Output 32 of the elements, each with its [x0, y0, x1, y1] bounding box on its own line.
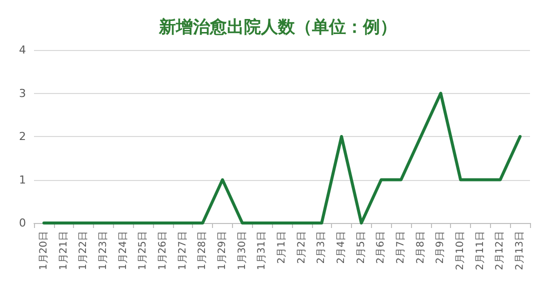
y-tick-label: 0 — [19, 216, 26, 230]
x-tick-label: 1月27日 — [177, 231, 188, 270]
x-tick-label: 1月31日 — [256, 231, 268, 270]
x-tick-label: 2月9日 — [435, 231, 446, 264]
x-tick-label: 2月1日 — [276, 231, 288, 264]
x-tick-label: 1月22日 — [78, 231, 90, 270]
x-tick-label: 1月25日 — [138, 231, 149, 270]
x-tick-label: 2月8日 — [415, 231, 426, 264]
x-tick-label: 2月3日 — [316, 231, 328, 264]
x-tick-label: 1月29日 — [216, 231, 228, 270]
y-tick-label: 4 — [19, 44, 26, 56]
x-tick-label: 2月12日 — [494, 231, 506, 270]
chart-title: 新增治愈出院人数（单位：例） — [158, 18, 397, 38]
x-tick-label: 1月30日 — [236, 231, 248, 270]
x-tick-label: 2月11日 — [474, 231, 486, 270]
x-tick-label: 2月5日 — [356, 231, 367, 264]
x-tick-label: 1月23日 — [98, 231, 109, 270]
x-tick-label: 1月20日 — [38, 231, 50, 270]
x-tick-label: 1月24日 — [118, 231, 129, 270]
x-tick-label: 2月2日 — [296, 231, 308, 264]
y-tick-label: 2 — [19, 130, 26, 143]
x-tick-label: 1月26日 — [157, 231, 168, 270]
x-tick-label: 1月28日 — [197, 231, 208, 270]
x-tick-label: 2月4日 — [336, 231, 348, 264]
x-tick-label: 2月7日 — [396, 231, 407, 264]
y-tick-label: 1 — [19, 173, 26, 186]
y-tick-label: 3 — [19, 86, 26, 100]
x-tick-label: 2月13日 — [514, 231, 526, 270]
x-tick-label: 2月6日 — [376, 231, 387, 264]
x-tick-label: 2月10日 — [455, 231, 466, 270]
x-tick-label: 1月21日 — [58, 231, 70, 270]
line-series — [42, 92, 522, 224]
